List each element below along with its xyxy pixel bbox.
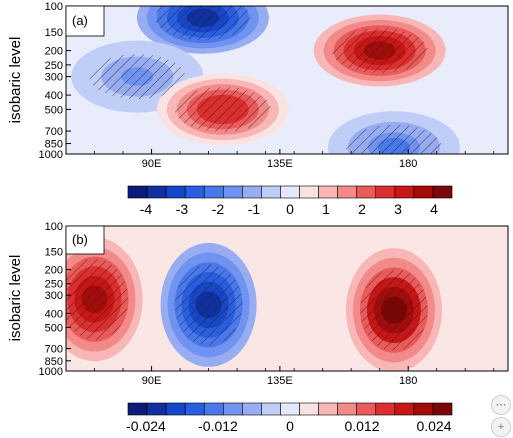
colorbar-swatch	[375, 185, 396, 199]
y-tick-label: 1000	[39, 149, 63, 161]
panel-b-ylabel: isobaric level	[7, 255, 24, 342]
colorbar-swatch	[394, 402, 415, 416]
colorbar-swatch	[413, 185, 434, 199]
colorbar-swatch	[356, 402, 377, 416]
panel-b-label: (b)	[72, 232, 88, 247]
y-tick-label: 400	[45, 308, 63, 320]
colorbar-tick-label: 0	[286, 201, 294, 217]
y-tick-label: 850	[45, 356, 63, 368]
colorbar-tick-label: -2	[212, 201, 225, 217]
x-tick-label: 90E	[142, 375, 162, 387]
colorbar-swatch	[280, 402, 300, 416]
colorbar-swatch	[127, 402, 148, 416]
y-tick-label: 200	[45, 265, 63, 277]
add-icon[interactable]: +	[491, 417, 511, 437]
significance-hatching	[154, 6, 251, 41]
y-tick-label: 1000	[39, 366, 63, 378]
colorbar-tick-label: -3	[176, 201, 189, 217]
x-tick-label: 135E	[267, 158, 293, 170]
y-tick-label: 100	[45, 1, 63, 13]
colorbar-tick-label: 0	[286, 418, 294, 434]
colorbar-tick-label: -4	[140, 201, 153, 217]
colorbar-tick-label: -1	[248, 201, 261, 217]
colorbar-swatch	[242, 402, 262, 416]
colorbar-tick-label: 1	[322, 201, 330, 217]
y-tick-label: 100	[45, 221, 63, 233]
colorbar-swatch	[261, 185, 281, 199]
colorbar-swatch	[356, 185, 377, 199]
panel-a-ylabel: isobaric level	[7, 37, 24, 124]
colorbar-swatch	[127, 185, 148, 199]
y-tick-label: 400	[45, 90, 63, 102]
significance-hatching	[331, 28, 428, 73]
x-tick-label: 180	[399, 375, 417, 387]
panel-a-colorbar: -4 -3 -2 -1 0 1 2 3 4	[127, 185, 453, 217]
colorbar-swatch	[184, 402, 205, 416]
panel-b-colorbar: -0.024 -0.012 0 0.012 0.024	[126, 402, 453, 434]
colorbar-swatch	[184, 185, 205, 199]
colorbar-swatch	[165, 402, 186, 416]
y-tick-label: 500	[45, 322, 63, 334]
colorbar-swatch	[375, 402, 396, 416]
y-tick-label: 250	[45, 279, 63, 291]
colorbar-tick-label: 3	[394, 201, 402, 217]
colorbar-swatch	[261, 402, 281, 416]
y-tick-label: 200	[45, 46, 63, 58]
colorbar-tick-label: -0.012	[198, 418, 238, 434]
colorbar-swatch	[203, 402, 224, 416]
colorbar-swatch	[413, 402, 434, 416]
significance-hatching	[174, 264, 243, 346]
x-tick-label: 135E	[267, 375, 293, 387]
colorbar-swatch	[222, 185, 243, 199]
colorbar-tick-label: 4	[430, 201, 438, 217]
colorbar-swatch	[432, 402, 453, 416]
y-tick-label: 300	[45, 290, 63, 302]
colorbar-tick-label: -0.024	[126, 418, 166, 434]
colorbar-swatch	[280, 185, 300, 199]
colorbar-swatch	[337, 402, 358, 416]
panel-b-frame	[65, 225, 509, 372]
y-tick-label: 850	[45, 139, 63, 151]
significance-hatching	[89, 54, 186, 100]
colorbar-swatch	[432, 185, 453, 199]
settings-icon[interactable]: ⋯	[491, 395, 511, 415]
significance-hatching	[66, 258, 129, 340]
panel-a-frame	[65, 5, 509, 155]
colorbar-swatch	[394, 185, 415, 199]
y-tick-label: 300	[45, 72, 63, 84]
colorbar-swatch	[318, 185, 338, 199]
panel-b-label-box	[65, 225, 105, 255]
significance-hatching	[360, 269, 428, 351]
y-tick-label: 700	[45, 344, 63, 356]
panel-a-field	[66, 6, 508, 154]
colorbar-tick-label: 2	[358, 201, 366, 217]
significance-hatching	[345, 124, 442, 154]
y-tick-label: 700	[45, 126, 63, 138]
panel-a-label: (a)	[72, 13, 88, 28]
panel-a-label-box	[65, 5, 105, 37]
colorbar-tick-label: 0.012	[344, 418, 379, 434]
colorbar-swatch	[146, 185, 167, 199]
significance-hatching	[174, 87, 271, 132]
colorbar-swatch	[299, 185, 319, 199]
x-tick-label: 90E	[142, 158, 162, 170]
colorbar-swatch	[222, 402, 243, 416]
colorbar-swatch	[165, 185, 186, 199]
x-tick-label: 180	[399, 158, 417, 170]
colorbar-swatch	[337, 185, 358, 199]
y-tick-label: 150	[45, 27, 63, 39]
colorbar-swatch	[242, 185, 262, 199]
colorbar-swatch	[299, 402, 319, 416]
y-tick-label: 250	[45, 60, 63, 72]
colorbar-swatch	[146, 402, 167, 416]
colorbar-swatch	[318, 402, 338, 416]
y-tick-label: 150	[45, 247, 63, 259]
colorbar-tick-label: 0.024	[416, 418, 451, 434]
y-tick-label: 500	[45, 104, 63, 116]
colorbar-swatch	[203, 185, 224, 199]
panel-b-field	[66, 226, 508, 371]
